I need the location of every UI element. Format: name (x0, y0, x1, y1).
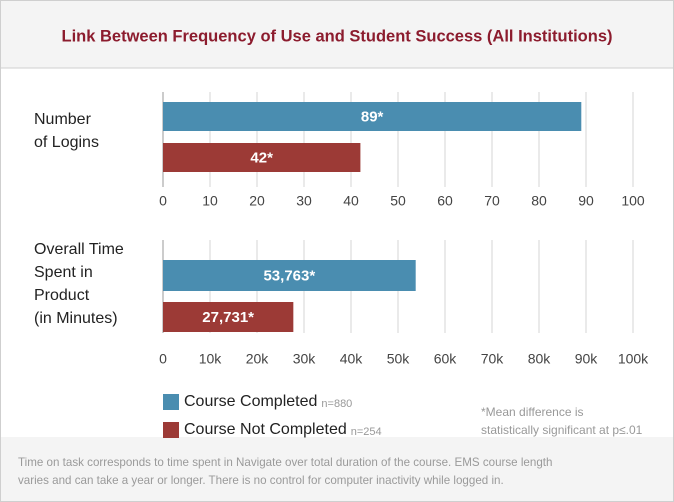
legend-label: Course Completed (184, 393, 317, 410)
footer-note: Time on task corresponds to time spent i… (18, 456, 552, 469)
value-label: 27,731* (202, 309, 254, 326)
bar (163, 260, 416, 291)
footnote: *Mean difference is (481, 405, 584, 419)
legend-swatch (163, 394, 179, 410)
footnote: statistically significant at p≤.01 (481, 423, 643, 437)
x-tick-label: 0 (159, 193, 167, 209)
value-label: 89* (361, 108, 384, 125)
x-tick-label: 90k (575, 351, 599, 367)
chart-title: Link Between Frequency of Use and Studen… (61, 27, 612, 45)
x-tick-label: 20k (246, 351, 270, 367)
x-tick-label: 40 (343, 193, 359, 209)
bar (163, 302, 294, 332)
x-tick-label: 50k (387, 351, 411, 367)
footer-band (1, 437, 673, 501)
x-tick-label: 10 (202, 193, 218, 209)
y-axis-label: Overall Time (34, 241, 124, 258)
x-tick-label: 40k (340, 351, 364, 367)
y-axis-label: Number (34, 111, 92, 128)
value-label: 53,763* (263, 267, 315, 284)
y-axis-label: (in Minutes) (34, 310, 118, 327)
x-tick-label: 50 (390, 193, 406, 209)
bar (163, 102, 582, 131)
x-tick-label: 70 (484, 193, 500, 209)
x-tick-label: 80k (528, 351, 552, 367)
x-tick-label: 20 (249, 193, 265, 209)
x-tick-label: 30 (296, 193, 312, 209)
footer-note: varies and can take a year or longer. Th… (18, 474, 504, 487)
x-tick-label: 100k (618, 351, 649, 367)
y-axis-label: Product (34, 287, 90, 304)
x-tick-label: 100 (621, 193, 645, 209)
y-axis-label: Spent in (34, 264, 93, 281)
x-tick-label: 80 (531, 193, 547, 209)
x-tick-label: 0 (159, 351, 167, 367)
x-tick-label: 70k (481, 351, 505, 367)
x-tick-label: 60 (437, 193, 453, 209)
legend-note: n=880 (321, 398, 352, 410)
legend-swatch (163, 422, 179, 438)
y-axis-label: of Logins (34, 134, 99, 151)
value-label: 42* (250, 149, 273, 166)
x-tick-label: 30k (293, 351, 317, 367)
legend-note: n=254 (351, 426, 382, 438)
x-tick-label: 60k (434, 351, 458, 367)
legend-label: Course Not Completed (184, 421, 347, 438)
x-tick-label: 90 (578, 193, 594, 209)
header-band (1, 1, 673, 68)
bar (163, 143, 361, 172)
x-tick-label: 10k (199, 351, 223, 367)
